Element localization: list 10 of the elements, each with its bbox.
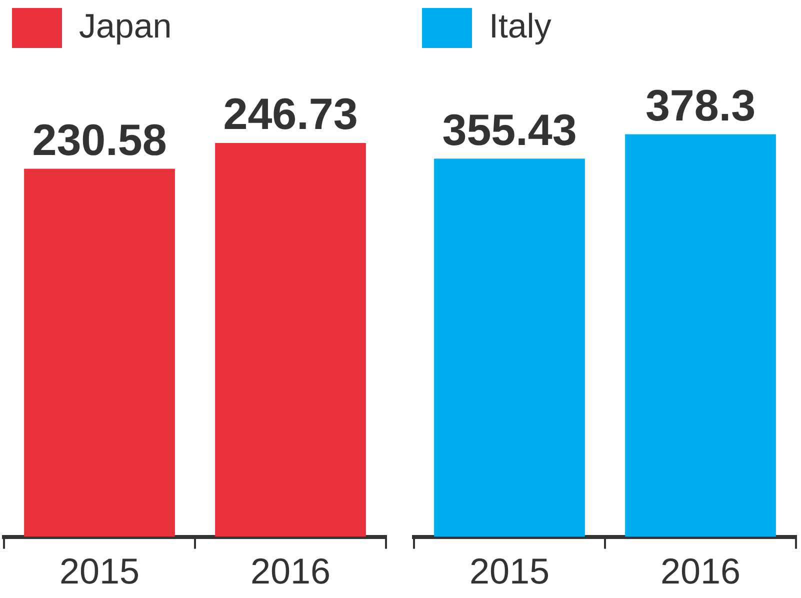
legend-label: Italy: [489, 7, 552, 46]
data-label: 246.73: [223, 90, 358, 140]
x-tick-label: 2016: [660, 550, 741, 592]
x-tick-label: 2016: [250, 550, 331, 592]
legend-label: Japan: [79, 7, 172, 46]
data-label: 355.43: [442, 106, 577, 155]
data-label: 230.58: [32, 116, 167, 165]
x-tick-label: 2015: [59, 550, 140, 592]
x-tick-label: 2015: [469, 550, 550, 592]
data-label: 378.3: [645, 81, 756, 130]
